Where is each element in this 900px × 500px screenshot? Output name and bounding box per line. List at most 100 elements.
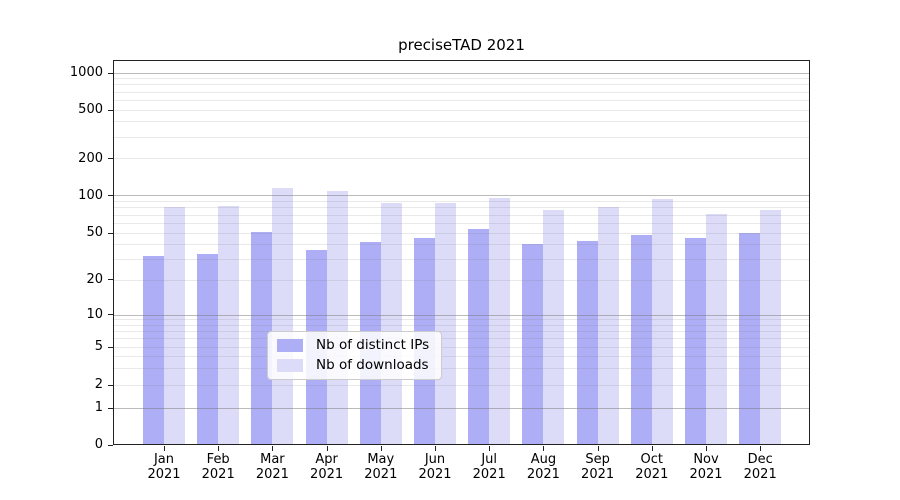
x-tick-sep <box>597 446 599 451</box>
gridline-minor-2 <box>113 384 810 386</box>
x-tick-apr <box>326 446 328 451</box>
y-tick-500 <box>108 109 113 111</box>
chart-title: preciseTAD 2021 <box>398 36 525 54</box>
y-tick-1 <box>108 407 113 409</box>
gridline-minor-20 <box>113 279 810 281</box>
bar-aug-distinct-ips <box>522 244 544 445</box>
y-tick-1000 <box>108 72 113 74</box>
bar-mar-distinct-ips <box>251 232 273 445</box>
legend-swatch-downloads <box>277 359 303 372</box>
gridline-minor-7 <box>113 330 810 332</box>
gridline-minor-4 <box>113 355 810 357</box>
bar-jun-downloads <box>435 203 456 445</box>
x-tick-label-feb: Feb 2021 <box>201 452 235 482</box>
x-tick-jan <box>164 446 165 451</box>
x-tick-label-apr: Apr 2021 <box>310 452 344 482</box>
x-tick-label-jul: Jul 2021 <box>472 452 506 482</box>
gridline-major-100 <box>113 195 810 197</box>
x-tick-label-jan: Jan 2021 <box>147 452 181 482</box>
gridline-minor-30 <box>113 258 810 260</box>
plot-area <box>113 60 810 445</box>
y-tick-label-0: 0 <box>94 437 103 452</box>
gridline-minor-8 <box>113 324 810 326</box>
gridline-minor-200 <box>113 158 810 160</box>
y-tick-label-1000: 1000 <box>69 65 103 80</box>
bar-jul-downloads <box>489 198 511 445</box>
bar-feb-downloads <box>218 206 240 445</box>
x-tick-jun <box>435 446 436 451</box>
y-tick-label-5: 5 <box>94 339 103 355</box>
bar-mar-downloads <box>272 188 294 445</box>
bar-oct-distinct-ips <box>630 235 652 445</box>
y-tick-label-100: 100 <box>78 187 103 203</box>
x-tick-aug <box>543 446 545 451</box>
gridline-minor-3 <box>113 367 810 369</box>
bar-oct-downloads <box>651 199 673 445</box>
x-tick-label-may: May 2021 <box>364 452 398 482</box>
bar-may-downloads <box>380 203 402 445</box>
y-tick-0 <box>108 444 113 446</box>
x-tick-dec <box>760 446 762 451</box>
gridline-minor-6 <box>113 338 810 340</box>
bar-apr-downloads <box>326 191 348 445</box>
x-tick-label-oct: Oct 2021 <box>635 452 669 482</box>
x-tick-feb <box>218 446 220 451</box>
bar-jul-distinct-ips <box>468 229 490 445</box>
gridline-minor-9 <box>113 319 810 321</box>
gridline-minor-400 <box>113 121 810 123</box>
y-tick-10 <box>108 314 113 316</box>
bar-nov-distinct-ips <box>685 238 706 445</box>
gridline-minor-800 <box>113 84 810 86</box>
chart-legend: Nb of distinct IPs Nb of downloads <box>267 331 443 380</box>
y-tick-label-10: 10 <box>86 306 103 322</box>
x-tick-label-aug: Aug 2021 <box>526 452 560 482</box>
y-tick-50 <box>108 232 113 234</box>
gridline-minor-700 <box>113 91 810 93</box>
gridline-minor-60 <box>113 222 810 224</box>
gridline-minor-900 <box>113 78 810 80</box>
x-tick-oct <box>651 446 653 451</box>
bar-jan-downloads <box>164 207 185 445</box>
x-tick-label-mar: Mar 2021 <box>255 452 289 482</box>
bar-sep-distinct-ips <box>576 241 598 445</box>
gridline-minor-70 <box>113 214 810 216</box>
x-tick-label-sep: Sep 2021 <box>581 452 615 482</box>
gridline-minor-5 <box>113 346 810 348</box>
legend-label-downloads: Nb of downloads <box>316 357 429 373</box>
x-tick-jul <box>489 446 491 451</box>
bar-sep-downloads <box>597 207 619 445</box>
gridline-minor-50 <box>113 232 810 234</box>
y-tick-label-500: 500 <box>78 102 103 117</box>
legend-swatch-distinct-ips <box>277 339 303 352</box>
legend-entry-downloads: Nb of downloads <box>277 358 429 373</box>
gridline-minor-600 <box>113 99 810 101</box>
gridline-major-1000 <box>113 72 810 74</box>
x-tick-nov <box>706 446 707 451</box>
bar-jan-distinct-ips <box>143 256 164 445</box>
bar-feb-distinct-ips <box>197 254 219 445</box>
gridline-minor-90 <box>113 201 810 203</box>
gridline-minor-40 <box>113 243 810 245</box>
x-tick-label-dec: Dec 2021 <box>743 452 777 482</box>
bar-dec-downloads <box>760 210 782 445</box>
y-tick-5 <box>108 346 113 348</box>
y-tick-label-1: 1 <box>94 400 103 415</box>
y-tick-100 <box>108 195 113 197</box>
gridline-minor-80 <box>113 207 810 209</box>
gridline-major-10 <box>113 314 810 316</box>
y-tick-20 <box>108 279 113 281</box>
bar-nov-downloads <box>706 214 727 445</box>
bar-aug-downloads <box>543 210 565 445</box>
gridline-minor-300 <box>113 136 810 138</box>
x-tick-mar <box>272 446 274 451</box>
y-tick-label-20: 20 <box>86 271 103 287</box>
x-tick-label-nov: Nov 2021 <box>689 452 723 482</box>
y-tick-2 <box>108 384 113 386</box>
y-tick-label-2: 2 <box>94 377 103 393</box>
y-tick-label-200: 200 <box>78 150 103 166</box>
x-tick-may <box>380 446 382 451</box>
y-tick-200 <box>108 158 113 160</box>
y-tick-label-50: 50 <box>86 225 103 241</box>
bar-dec-distinct-ips <box>739 233 761 445</box>
